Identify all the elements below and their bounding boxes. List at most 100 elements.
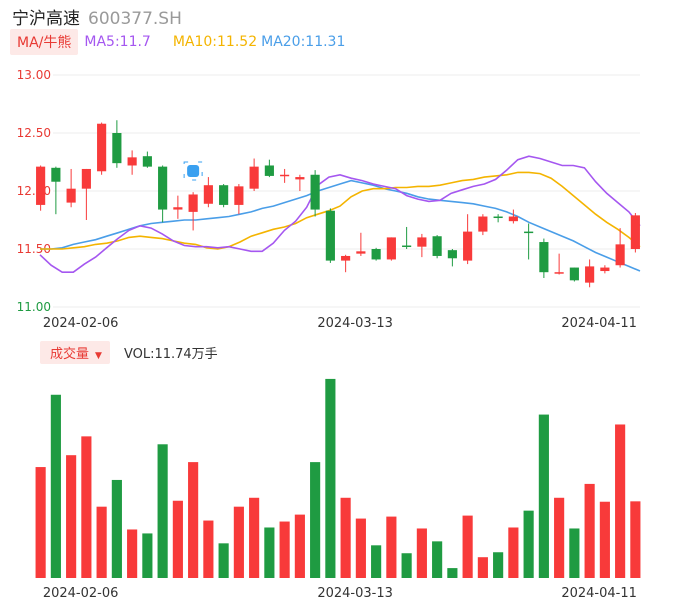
candle-body[interactable] [173,207,183,210]
volume-bar[interactable] [81,436,92,578]
candle-body[interactable] [539,242,549,273]
candle-body[interactable] [600,267,610,272]
volume-bar[interactable] [432,541,443,578]
candle-body[interactable] [478,216,488,232]
volume-bar[interactable] [66,455,77,578]
event-marker-frame [183,161,203,181]
candle-body[interactable] [417,237,427,247]
volume-indicator-selector[interactable]: 成交量 ▼ [40,340,110,364]
candle-body[interactable] [386,237,396,260]
volume-bar[interactable] [538,414,549,578]
volume-bar[interactable] [279,521,290,578]
candle-body[interactable] [524,231,534,234]
volume-bar[interactable] [340,497,351,578]
stock-code: 600377.SH [88,9,182,29]
candle-body[interactable] [585,266,595,283]
candle-body[interactable] [188,194,198,212]
volume-bar[interactable] [615,424,626,578]
candle-body[interactable] [615,244,625,266]
ma5-line [39,155,641,273]
x-tick-label: 2024-04-11 [561,316,637,331]
volume-bar[interactable] [401,553,412,578]
volume-bar[interactable] [569,528,580,578]
candle-body[interactable] [295,177,305,180]
volume-bar[interactable] [264,527,275,578]
y-tick-label: 12.50 [17,126,51,140]
candle-body[interactable] [630,215,640,249]
candle-body[interactable] [508,216,518,222]
volume-bar[interactable] [462,515,473,578]
volume-bar[interactable] [50,394,61,578]
volume-tag-label: 成交量 [50,346,90,362]
volume-bar[interactable] [584,483,595,578]
candle-body[interactable] [158,166,168,210]
candle-body[interactable] [66,188,76,203]
volume-bar[interactable] [325,378,336,578]
volume-bar[interactable] [523,510,534,578]
volume-bar[interactable] [493,552,504,578]
candle-body[interactable] [36,166,46,205]
volume-bar[interactable] [96,506,107,578]
volume-bar[interactable] [142,533,153,578]
ma10-line [40,171,641,250]
candle-body[interactable] [127,157,137,166]
candle-body[interactable] [402,245,412,248]
volume-bar[interactable] [447,568,458,578]
volume-bar[interactable] [310,462,321,578]
candle-body[interactable] [569,267,579,281]
ma10-legend: MA10:11.52 [172,34,258,50]
candle-body[interactable] [371,249,381,260]
candle-body[interactable] [203,185,213,204]
volume-bar[interactable] [172,500,183,578]
candle-body[interactable] [432,236,442,256]
volume-bar[interactable] [630,501,641,578]
candle-body[interactable] [325,210,335,261]
candle-body[interactable] [142,156,152,167]
volume-bar[interactable] [188,462,199,578]
volume-bar[interactable] [127,529,138,578]
candle-body[interactable] [97,123,107,172]
candle-body[interactable] [493,216,503,219]
y-tick-label: 13.00 [17,68,51,82]
y-tick-label: 11.00 [17,300,51,314]
ma-indicator-selector[interactable]: MA/牛熊 [10,29,79,55]
title-row: 宁沪高速 600377.SH [12,4,182,29]
x-tick-label: 2024-03-13 [317,586,393,601]
volume-bar[interactable] [371,545,382,578]
volume-bar[interactable] [35,467,46,578]
volume-bar[interactable] [554,497,565,578]
volume-bar[interactable] [111,479,122,578]
volume-bar[interactable] [386,516,397,578]
volume-bar[interactable] [355,518,366,578]
volume-value: VOL:11.74万手 [123,346,218,362]
candle-body[interactable] [310,174,320,210]
ma20-legend: MA20:11.31 [261,34,346,50]
y-tick-label: 12.00 [17,184,51,198]
volume-bar[interactable] [157,444,168,578]
volume-bar[interactable] [233,506,244,578]
candle-body[interactable] [341,255,351,261]
volume-bar[interactable] [218,543,229,578]
volume-bar[interactable] [249,497,260,578]
volume-bar[interactable] [599,501,610,578]
volume-bar[interactable] [416,528,427,578]
candle-body[interactable] [463,231,473,261]
candle-body[interactable] [112,133,122,164]
candle-body[interactable] [249,166,259,189]
volume-bar[interactable] [203,520,214,578]
candle-body[interactable] [280,174,290,177]
volume-bar[interactable] [477,557,488,578]
candle-body[interactable] [264,165,274,176]
x-tick-label: 2024-03-13 [317,316,393,331]
volume-bar[interactable] [294,514,305,578]
event-marker-icon[interactable] [187,165,200,177]
candle-body[interactable] [219,185,229,205]
volume-bar[interactable] [508,527,519,578]
candle-body[interactable] [51,167,61,182]
candle-body[interactable] [356,251,366,254]
candle-body[interactable] [447,250,457,259]
candle-body[interactable] [81,168,91,189]
candle-body[interactable] [554,272,564,274]
candle-body[interactable] [234,186,244,205]
